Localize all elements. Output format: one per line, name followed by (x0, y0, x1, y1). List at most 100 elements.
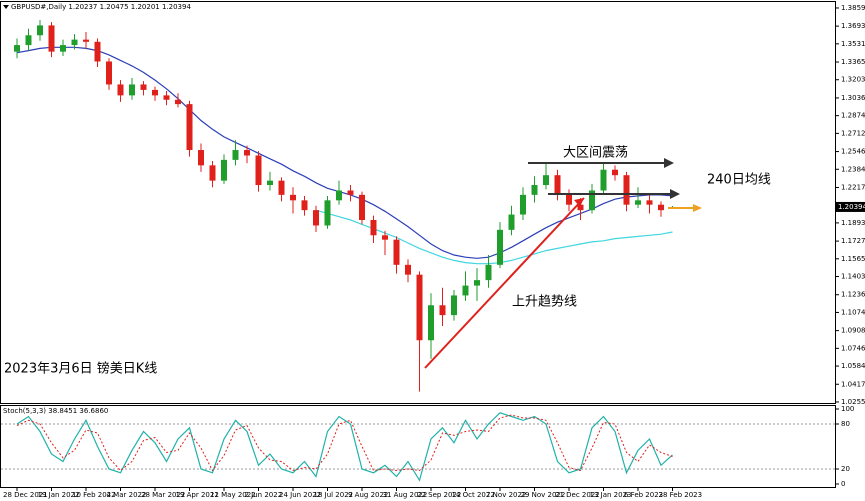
candle-body (25, 35, 32, 46)
y-tick-label: 1.38595 (841, 4, 865, 12)
stoch-panel (0, 405, 836, 488)
y-tick-label: 1.14030 (841, 273, 865, 281)
candle-body (347, 190, 354, 195)
candle-body (278, 180, 285, 195)
candle-body (658, 204, 664, 211)
candle-body (623, 175, 630, 205)
candle-body (485, 264, 492, 281)
y-tick-label: 1.09080 (841, 327, 865, 335)
y-tick-label: 1.28745 (841, 112, 865, 120)
candle-body (48, 25, 55, 52)
candle-body (94, 41, 101, 62)
x-tick-label: 28 Mar 2022 (141, 491, 185, 499)
candle-body (520, 194, 526, 215)
candle-body (60, 45, 66, 52)
candle-body (577, 204, 584, 211)
stoch-title: Stoch(5,3,3) 38.8451 36.6860 (3, 407, 108, 415)
candle-body (393, 239, 400, 265)
x-tick-label: 11 May 2022 (210, 491, 256, 499)
candle-body (382, 235, 388, 240)
candle-body (497, 229, 503, 265)
candle-body (370, 219, 377, 236)
candle-body (313, 210, 319, 226)
y-tick-label: 1.02555 (841, 398, 865, 406)
y-tick-label: 1.05840 (841, 362, 865, 370)
candle-body (186, 104, 193, 151)
range-bottom-arrow (670, 189, 680, 199)
y-tick-label: 1.10745 (841, 308, 865, 316)
main-panel (0, 1, 836, 404)
y-tick-label: 1.33650 (841, 58, 865, 66)
candle-body (439, 305, 446, 316)
range-top-arrow (664, 158, 674, 168)
price-label: 1.20394 (838, 203, 865, 211)
candle-body (37, 25, 43, 36)
y-tick-label: 1.17270 (841, 237, 865, 245)
candle-body (290, 194, 296, 201)
x-tick-label: 18 Jul 2022 (314, 491, 354, 499)
y-tick-label: 1.25460 (841, 148, 865, 156)
x-tick-label: 13 Jan 2023 (590, 491, 632, 499)
annotation: 240日均线 (707, 173, 771, 188)
x-tick-label: 7 Nov 2022 (486, 491, 526, 499)
candle-body (508, 214, 515, 230)
x-tick-label: 31 Aug 2022 (383, 491, 428, 499)
candle-body (140, 84, 147, 90)
candle-body (163, 95, 170, 100)
candle-body (324, 200, 331, 226)
y-tick-label: 1.15650 (841, 255, 865, 263)
candle-body (267, 180, 273, 186)
stoch-k (16, 412, 673, 482)
candle-body (416, 274, 423, 341)
x-tick-label: 9 Aug 2022 (348, 491, 388, 499)
candle-body (554, 175, 561, 195)
candle-body (635, 200, 641, 205)
x-tick-label: 14 Oct 2022 (452, 491, 495, 499)
candle-body (566, 194, 572, 205)
price-box (836, 201, 865, 212)
candle-body (336, 190, 342, 201)
annotation: 上升趋势线 (512, 294, 577, 310)
y-tick-label: 1.12365 (841, 291, 865, 299)
candle-body (359, 194, 365, 220)
x-tick-label: 21 Dec 2022 (555, 491, 600, 499)
y-tick-label: 1.07460 (841, 344, 865, 352)
trend-arrow (574, 198, 584, 207)
trend-line (424, 197, 585, 369)
stoch-tick-label: 0 (841, 480, 845, 488)
candle-body (106, 61, 112, 85)
candle-body (198, 150, 204, 166)
y-tick-label: 1.27125 (841, 129, 865, 137)
candle-body (612, 169, 618, 176)
stoch-tick-label: 100 (841, 405, 854, 413)
x-tick-label: 19 Apr 2022 (176, 491, 219, 499)
candle-body (71, 39, 78, 46)
candle-body (531, 185, 538, 195)
x-tick-label: 22 Sep 2022 (417, 491, 461, 499)
y-tick-label: 1.35315 (841, 40, 865, 48)
candle-body (646, 200, 653, 205)
stoch-d (16, 414, 673, 472)
candle-body (232, 150, 239, 160)
ma-pointer-arrow (693, 204, 702, 212)
candle-body (221, 159, 227, 181)
y-tick-label: 1.32030 (841, 76, 865, 84)
candle-body (462, 285, 469, 296)
chart-title: GBPUSD#,Daily 1.20237 1.20475 1.20201 1.… (11, 3, 191, 11)
candle-body (255, 155, 262, 186)
menu-icon (3, 5, 9, 9)
x-tick-label: 2 Jun 2022 (245, 491, 283, 499)
candle-body (152, 89, 158, 96)
candle-body (83, 39, 89, 42)
x-tick-label: 28 Dec 2021 (3, 491, 48, 499)
x-tick-label: 19 Jan 2022 (38, 491, 80, 499)
candle-body (405, 264, 411, 275)
candle-body (175, 99, 181, 105)
candle-body (301, 200, 308, 211)
candle-body (543, 175, 549, 186)
x-tick-label: 10 Feb 2022 (72, 491, 116, 499)
y-tick-label: 1.36935 (841, 22, 865, 30)
y-tick-label: 1.18935 (841, 219, 865, 227)
x-tick-label: 6 Feb 2023 (624, 491, 663, 499)
